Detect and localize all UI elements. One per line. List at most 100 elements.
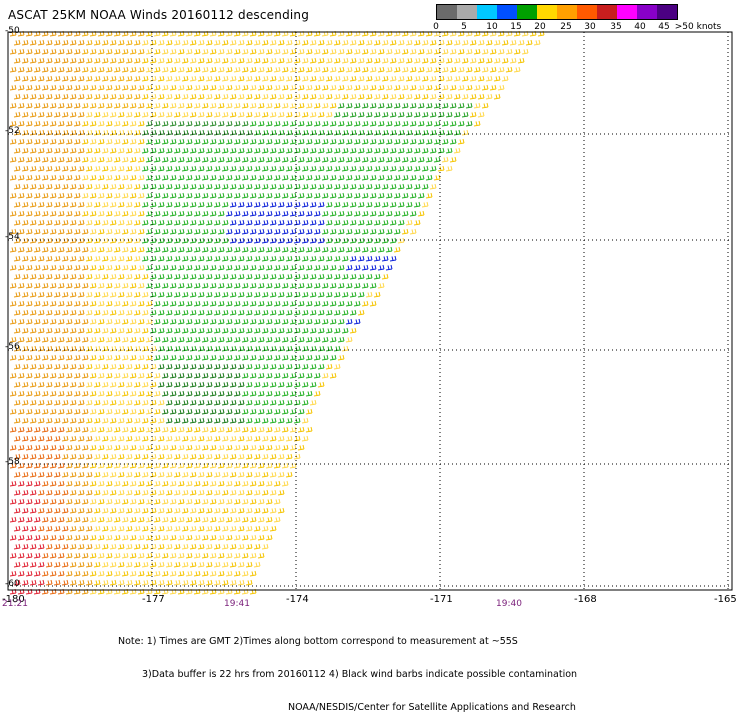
wind-barb	[445, 111, 453, 118]
wind-barb	[29, 381, 37, 388]
wind-barb	[185, 372, 193, 379]
wind-barb	[337, 246, 345, 253]
wind-barb	[89, 84, 97, 91]
wind-barb	[201, 48, 209, 55]
wind-barb	[345, 246, 353, 253]
wind-barb	[169, 282, 177, 289]
wind-barb	[253, 543, 261, 550]
wind-barb	[301, 147, 309, 154]
wind-barb	[309, 399, 317, 406]
wind-barb	[153, 372, 161, 379]
wind-barb	[77, 147, 85, 154]
wind-barb	[229, 165, 237, 172]
wind-barb	[253, 327, 261, 334]
wind-barb	[193, 552, 201, 559]
wind-barb	[77, 543, 85, 550]
wind-barb	[189, 399, 197, 406]
wind-barb	[405, 111, 413, 118]
wind-barb	[493, 93, 501, 100]
wind-barb	[241, 192, 249, 199]
wind-barb	[301, 201, 309, 208]
wind-barb	[293, 57, 301, 64]
wind-barb	[257, 120, 265, 127]
wind-barb	[337, 354, 345, 361]
wind-barb	[441, 138, 449, 145]
wind-barb	[153, 354, 161, 361]
wind-barb	[193, 174, 201, 181]
legend-swatch	[517, 5, 537, 19]
wind-barb	[189, 111, 197, 118]
wind-barb	[89, 336, 97, 343]
wind-barb	[69, 543, 77, 550]
wind-barb	[217, 534, 225, 541]
wind-barb	[53, 165, 61, 172]
wind-barb	[101, 417, 109, 424]
wind-barb	[113, 192, 121, 199]
wind-barb	[137, 282, 145, 289]
wind-barb	[349, 147, 357, 154]
wind-barb	[57, 372, 65, 379]
wind-barb	[85, 417, 93, 424]
wind-barb	[141, 471, 149, 478]
wind-barb	[229, 273, 237, 280]
wind-barb	[337, 138, 345, 145]
wind-barb	[225, 480, 233, 487]
wind-barb	[21, 507, 29, 514]
wind-barb	[9, 372, 17, 379]
wind-barb	[481, 48, 489, 55]
wind-barb	[177, 336, 185, 343]
wind-barb	[41, 318, 49, 325]
wind-barb	[477, 39, 485, 46]
wind-barb	[61, 75, 69, 82]
wind-barb	[9, 426, 17, 433]
wind-barb	[273, 264, 281, 271]
wind-barb	[153, 300, 161, 307]
wind-barb	[461, 111, 469, 118]
wind-barb	[37, 381, 45, 388]
wind-barb	[121, 192, 129, 199]
wind-barb	[257, 228, 265, 235]
wind-barb	[69, 75, 77, 82]
wind-barb	[197, 507, 205, 514]
wind-barb	[325, 111, 333, 118]
wind-barb	[269, 39, 277, 46]
wind-barb	[201, 282, 209, 289]
wind-barb	[9, 570, 17, 577]
wind-barb	[221, 147, 229, 154]
wind-barb	[229, 561, 237, 568]
wind-barb	[369, 264, 377, 271]
wind-barb	[33, 318, 41, 325]
wind-barb	[185, 282, 193, 289]
wind-barb	[305, 336, 313, 343]
wind-barb	[57, 498, 65, 505]
wind-barb	[325, 309, 333, 316]
wind-barb	[117, 381, 125, 388]
wind-barb	[121, 210, 129, 217]
wind-barb	[101, 165, 109, 172]
wind-barb	[337, 48, 345, 55]
wind-barb	[345, 156, 353, 163]
wind-barb	[261, 417, 269, 424]
wind-barb	[53, 219, 61, 226]
wind-barb	[129, 570, 137, 577]
wind-barb	[109, 525, 117, 532]
wind-barb	[145, 120, 153, 127]
wind-barb	[257, 426, 265, 433]
wind-barb	[165, 363, 173, 370]
wind-barb	[113, 120, 121, 127]
wind-barb	[197, 219, 205, 226]
legend-swatch	[577, 5, 597, 19]
wind-barb	[177, 480, 185, 487]
wind-barb	[173, 471, 181, 478]
wind-barb	[317, 93, 325, 100]
wind-barb	[153, 552, 161, 559]
wind-barb	[21, 75, 29, 82]
wind-barb	[441, 84, 449, 91]
wind-barb	[45, 273, 53, 280]
wind-barb	[241, 138, 249, 145]
wind-barb	[29, 399, 37, 406]
wind-barb	[229, 75, 237, 82]
wind-barb	[365, 255, 373, 262]
wind-barb	[129, 102, 137, 109]
wind-barb	[65, 570, 73, 577]
